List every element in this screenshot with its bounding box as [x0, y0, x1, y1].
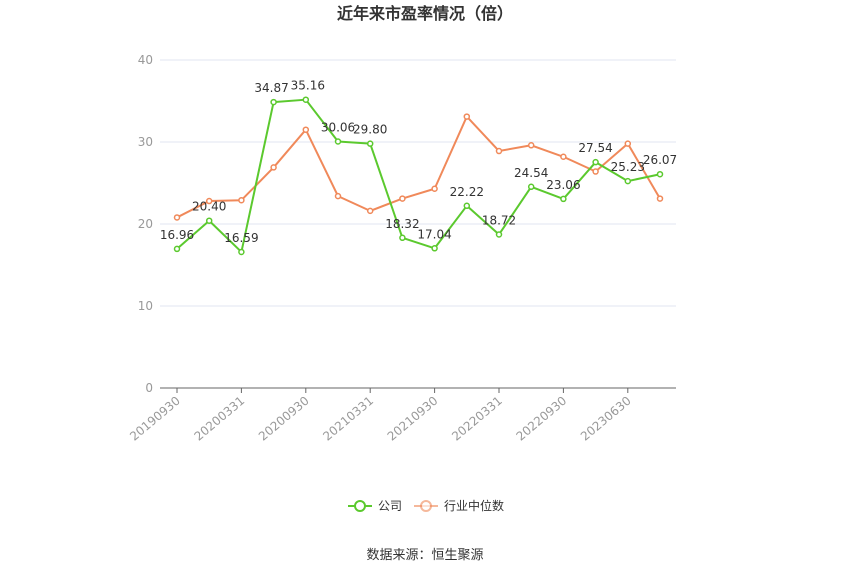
- point-industry-median[interactable]: [334, 192, 342, 200]
- y-tick-label: 0: [145, 381, 153, 395]
- point-industry-median[interactable]: [431, 185, 438, 192]
- legend-item-company[interactable]: 公司: [348, 499, 402, 513]
- x-tick-label: 20210930: [385, 394, 441, 444]
- data-label: 27.54: [578, 141, 612, 155]
- y-axis-ticks: 0 10 20 30 40: [138, 53, 153, 395]
- point-company[interactable]: [270, 98, 277, 106]
- data-label: 16.96: [160, 228, 194, 242]
- point-company[interactable]: [431, 245, 438, 252]
- point-company[interactable]: [238, 248, 245, 256]
- x-tick-label: 20210331: [320, 394, 376, 444]
- series-group: [173, 96, 664, 256]
- x-axis-ticks: 20190930 20200331 20200930 20210331 20210930…: [127, 388, 634, 444]
- data-label: 20.40: [192, 200, 226, 214]
- point-company[interactable]: [560, 195, 567, 203]
- legend-marker-industry-median: [420, 500, 432, 512]
- point-industry-median[interactable]: [624, 140, 632, 147]
- point-company[interactable]: [495, 231, 503, 238]
- data-label: 17.04: [417, 227, 451, 241]
- data-label: 25.23: [611, 160, 645, 174]
- data-label: 18.72: [482, 213, 516, 227]
- x-tick-label: 20230630: [578, 394, 634, 444]
- point-industry-median[interactable]: [463, 113, 471, 120]
- point-industry-median[interactable]: [270, 164, 277, 171]
- data-label: 29.80: [353, 123, 387, 137]
- point-industry-median[interactable]: [560, 153, 567, 161]
- data-label: 24.54: [514, 166, 548, 180]
- data-label: 16.59: [224, 231, 258, 245]
- point-company[interactable]: [624, 177, 632, 185]
- point-industry-median[interactable]: [495, 147, 503, 155]
- data-label: 30.06: [321, 121, 355, 135]
- y-tick-label: 20: [138, 217, 153, 231]
- point-company[interactable]: [302, 96, 310, 103]
- point-company[interactable]: [527, 183, 535, 191]
- point-industry-median[interactable]: [656, 195, 664, 202]
- chart-title: 近年来市盈率情况（倍）: [337, 4, 513, 23]
- point-industry-median[interactable]: [302, 126, 310, 133]
- series-line-company: [176, 98, 661, 253]
- data-label: 35.16: [291, 79, 325, 93]
- point-industry-median[interactable]: [205, 197, 213, 205]
- point-industry-median[interactable]: [592, 168, 599, 175]
- data-label: 18.32: [385, 217, 419, 231]
- point-company[interactable]: [334, 138, 342, 145]
- x-tick-label: 20220331: [449, 394, 505, 444]
- y-tick-label: 40: [138, 53, 153, 67]
- point-company[interactable]: [205, 217, 213, 224]
- legend-label-industry-median: 行业中位数: [444, 498, 504, 513]
- grid-lines: [160, 59, 676, 307]
- point-industry-median[interactable]: [366, 207, 374, 215]
- point-company[interactable]: [463, 202, 471, 210]
- data-label: 23.06: [546, 178, 580, 192]
- series-line-industry-median: [176, 115, 661, 219]
- point-company[interactable]: [399, 234, 406, 242]
- point-industry-median[interactable]: [399, 195, 406, 202]
- data-label: 22.22: [450, 185, 484, 199]
- point-company[interactable]: [366, 140, 374, 147]
- data-label: 34.87: [254, 81, 288, 95]
- x-tick-label: 20200331: [192, 394, 248, 444]
- data-source: 数据来源：恒生聚源: [366, 548, 483, 563]
- data-label: 26.07: [643, 153, 677, 167]
- point-company[interactable]: [173, 245, 181, 253]
- legend[interactable]: 公司 行业中位数: [348, 498, 504, 513]
- y-tick-label: 30: [138, 135, 153, 149]
- point-industry-median[interactable]: [527, 142, 535, 149]
- legend-label-company: 公司: [378, 499, 402, 513]
- legend-marker-company: [354, 500, 366, 512]
- legend-item-industry-median[interactable]: 行业中位数: [414, 498, 504, 513]
- x-tick-label: 20200930: [256, 394, 312, 444]
- point-company[interactable]: [592, 158, 599, 166]
- x-tick-label: 20190930: [127, 394, 183, 444]
- y-tick-label: 10: [138, 299, 153, 313]
- point-company[interactable]: [656, 170, 664, 178]
- x-tick-label: 20220930: [514, 394, 570, 444]
- point-industry-median[interactable]: [238, 196, 245, 204]
- point-industry-median[interactable]: [173, 214, 181, 221]
